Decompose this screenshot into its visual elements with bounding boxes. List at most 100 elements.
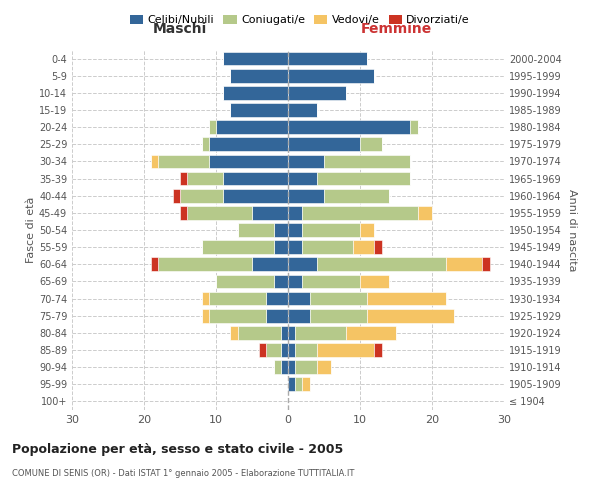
Bar	[288, 154, 324, 168]
Bar	[317, 343, 374, 357]
Bar	[367, 292, 446, 306]
Bar	[187, 172, 223, 185]
Bar	[274, 223, 288, 237]
Bar	[216, 274, 274, 288]
Bar	[288, 326, 295, 340]
Bar	[317, 172, 410, 185]
Bar	[317, 360, 331, 374]
Bar	[288, 120, 410, 134]
Bar	[324, 154, 410, 168]
Bar	[324, 189, 389, 202]
Bar	[288, 378, 295, 391]
Bar	[173, 189, 180, 202]
Text: Femmine: Femmine	[361, 22, 431, 36]
Bar	[252, 206, 288, 220]
Bar	[252, 258, 288, 271]
Bar	[180, 172, 187, 185]
Bar	[288, 240, 302, 254]
Bar	[288, 52, 367, 66]
Bar	[230, 69, 288, 82]
Bar	[374, 240, 382, 254]
Bar	[288, 223, 302, 237]
Bar	[302, 206, 418, 220]
Bar	[346, 326, 396, 340]
Bar	[202, 292, 209, 306]
Bar	[446, 258, 482, 271]
Bar	[353, 240, 374, 254]
Bar	[151, 258, 158, 271]
Bar	[202, 138, 209, 151]
Bar	[238, 326, 281, 340]
Bar	[410, 120, 418, 134]
Bar	[288, 274, 302, 288]
Bar	[288, 292, 310, 306]
Bar	[295, 378, 302, 391]
Bar	[295, 360, 317, 374]
Bar	[274, 274, 288, 288]
Bar	[274, 240, 288, 254]
Bar	[310, 309, 367, 322]
Text: Popolazione per età, sesso e stato civile - 2005: Popolazione per età, sesso e stato civil…	[12, 442, 343, 456]
Bar	[302, 274, 360, 288]
Bar	[302, 223, 360, 237]
Bar	[158, 258, 252, 271]
Bar	[302, 240, 353, 254]
Bar	[288, 138, 360, 151]
Bar	[266, 292, 288, 306]
Bar	[223, 52, 288, 66]
Bar	[238, 223, 274, 237]
Bar	[223, 172, 288, 185]
Bar	[230, 326, 238, 340]
Bar	[281, 343, 288, 357]
Bar	[288, 69, 374, 82]
Bar	[374, 343, 382, 357]
Bar	[288, 343, 295, 357]
Text: COMUNE DI SENIS (OR) - Dati ISTAT 1° gennaio 2005 - Elaborazione TUTTITALIA.IT: COMUNE DI SENIS (OR) - Dati ISTAT 1° gen…	[12, 469, 355, 478]
Bar	[281, 326, 288, 340]
Bar	[158, 154, 209, 168]
Bar	[266, 309, 288, 322]
Y-axis label: Fasce di età: Fasce di età	[26, 197, 36, 263]
Bar	[367, 309, 454, 322]
Bar	[302, 378, 310, 391]
Bar	[151, 154, 158, 168]
Bar	[180, 189, 223, 202]
Bar	[310, 292, 367, 306]
Bar	[202, 240, 274, 254]
Bar	[209, 309, 266, 322]
Bar	[202, 309, 209, 322]
Bar	[209, 154, 288, 168]
Bar	[288, 172, 317, 185]
Bar	[288, 206, 302, 220]
Bar	[418, 206, 432, 220]
Bar	[288, 309, 310, 322]
Bar	[187, 206, 252, 220]
Bar	[288, 86, 346, 100]
Bar	[482, 258, 490, 271]
Bar	[288, 360, 295, 374]
Bar	[180, 206, 187, 220]
Bar	[230, 103, 288, 117]
Bar	[295, 343, 317, 357]
Bar	[223, 86, 288, 100]
Bar	[209, 120, 216, 134]
Bar	[295, 326, 346, 340]
Bar	[360, 274, 389, 288]
Y-axis label: Anni di nascita: Anni di nascita	[567, 188, 577, 271]
Text: Maschi: Maschi	[153, 22, 207, 36]
Bar	[266, 343, 281, 357]
Bar	[259, 343, 266, 357]
Bar	[223, 189, 288, 202]
Bar	[274, 360, 281, 374]
Bar	[288, 189, 324, 202]
Bar	[281, 360, 288, 374]
Bar	[209, 292, 266, 306]
Bar	[288, 258, 317, 271]
Bar	[317, 258, 446, 271]
Bar	[216, 120, 288, 134]
Bar	[360, 223, 374, 237]
Legend: Celibi/Nubili, Coniugati/e, Vedovi/e, Divorziati/e: Celibi/Nubili, Coniugati/e, Vedovi/e, Di…	[125, 10, 475, 30]
Bar	[288, 103, 317, 117]
Bar	[360, 138, 382, 151]
Bar	[209, 138, 288, 151]
